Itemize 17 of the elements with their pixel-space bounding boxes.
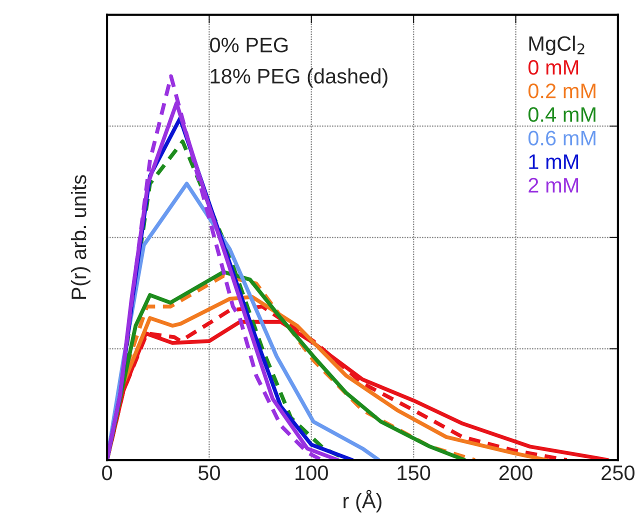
x-tick-label: 200 (499, 465, 532, 480)
x-axis-title: r (Å) (344, 490, 382, 512)
legend-title: MgCl$_{2}$ (529, 36, 584, 56)
text: 0% PEG (210, 38, 288, 52)
x-tick-label: 100 (296, 465, 328, 480)
y-axis-title: P(r) arb. units (70, 175, 90, 299)
x-tick-label: 150 (398, 465, 430, 480)
x-tick-label: 250 (602, 465, 634, 480)
text: 0.6 mM (528, 130, 596, 146)
text: 0.4 mM (528, 107, 596, 122)
text: 0 mM (528, 60, 578, 75)
text: 0.2 mM (528, 84, 596, 98)
text: 1 mM (529, 154, 578, 169)
x-tick-label: 50 (198, 465, 220, 480)
annotation: 18% PEG (dashed) (210, 68, 388, 88)
text: 2 mM (528, 178, 578, 192)
x-tick-label: 0 (102, 465, 112, 480)
